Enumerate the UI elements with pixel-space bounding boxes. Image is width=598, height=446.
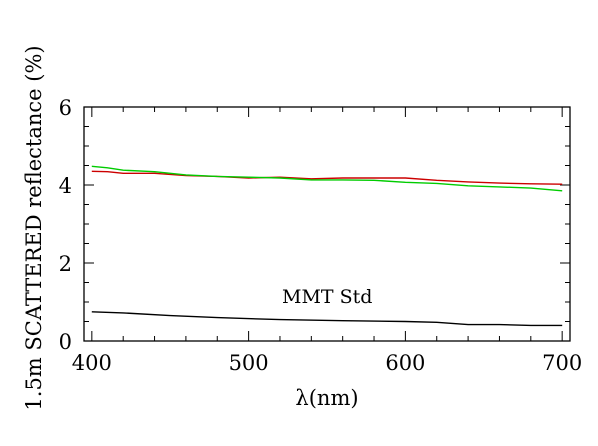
y-axis-label: 1.5m SCATTERED reflectance (%)	[22, 45, 46, 410]
ticks	[84, 106, 570, 342]
tick-labels: 400 500 600 700 0 2 4 6	[59, 96, 583, 375]
x-tick-label: 400	[72, 351, 112, 375]
x-axis-label: λ(nm)	[295, 386, 358, 410]
y-tick-label: 6	[59, 96, 72, 120]
y-tick-label: 4	[59, 174, 72, 198]
y-tick-label: 0	[59, 330, 72, 354]
series-group	[91, 165, 563, 327]
series-line-1	[91, 170, 563, 185]
y-tick-label: 2	[59, 252, 72, 276]
series-line-2	[91, 165, 563, 192]
annotation-mmt-std: MMT Std	[282, 286, 372, 308]
series-line-3	[91, 311, 563, 327]
x-tick-label: 700	[542, 351, 582, 375]
x-tick-label: 600	[385, 351, 425, 375]
x-tick-label: 500	[229, 351, 269, 375]
